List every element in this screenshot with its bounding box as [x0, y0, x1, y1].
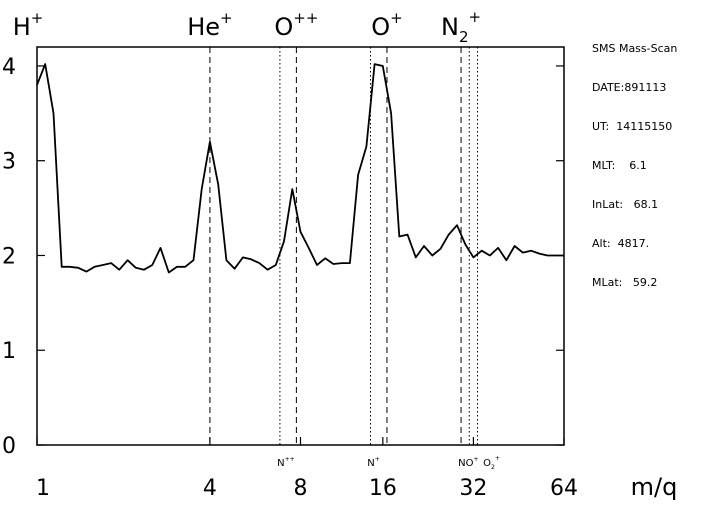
y-tick-label: 4 — [2, 55, 16, 80]
minor-species-label: O2+ — [483, 455, 500, 471]
info-ut: UT: 14115150 — [592, 120, 673, 133]
y-tick-label: 2 — [2, 244, 16, 269]
info-date: DATE:891113 — [592, 81, 667, 94]
minor-species-label: N++ — [277, 456, 295, 469]
species-label: He+ — [187, 9, 232, 41]
info-title: SMS Mass-Scan — [592, 42, 678, 55]
info-mlt: MLT: 6.1 — [592, 159, 647, 172]
species-label: O++ — [274, 9, 318, 41]
x-tick-label: 1 — [36, 476, 50, 501]
x-tick-label: 16 — [369, 476, 397, 501]
x-tick-label: 64 — [550, 476, 578, 501]
plot-frame — [36, 46, 565, 446]
minor-species-label: N+ — [367, 456, 380, 469]
x-axis-label: m/q — [631, 473, 678, 501]
minor-species-label: NO+ — [458, 456, 478, 469]
series-line — [36, 63, 564, 274]
info-inlat: InLat: 68.1 — [592, 198, 659, 211]
y-tick-label: 1 — [2, 339, 16, 364]
info-mlat: MLat: 59.2 — [592, 276, 658, 289]
y-tick-label: 0 — [2, 434, 16, 459]
info-alt: Alt: 4817. — [592, 237, 650, 250]
species-label: N2+ — [441, 8, 481, 46]
species-label: O+ — [371, 9, 402, 41]
x-tick-label: 4 — [203, 476, 217, 501]
x-tick-label: 8 — [294, 476, 308, 501]
species-label: H+ — [13, 9, 44, 41]
y-tick-label: 3 — [2, 150, 16, 175]
x-tick-label: 32 — [459, 476, 487, 501]
